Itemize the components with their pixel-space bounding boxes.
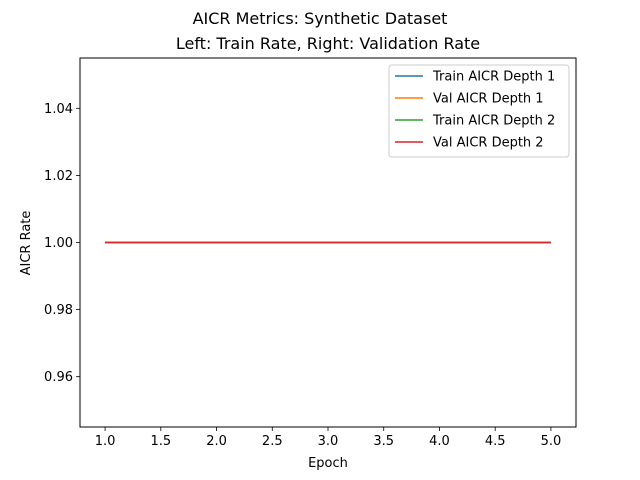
x-tick-label: 2.5 — [262, 434, 283, 449]
x-tick-label: 1.5 — [150, 434, 171, 449]
x-tick-label: 4.0 — [429, 434, 450, 449]
legend-label: Val AICR Depth 1 — [433, 92, 544, 107]
x-tick-label: 2.0 — [206, 434, 227, 449]
legend-box — [388, 64, 570, 158]
x-tick-label: 4.5 — [485, 434, 506, 449]
x-tick-label: 3.0 — [318, 434, 339, 449]
x-tick-label: 5.0 — [541, 434, 562, 449]
y-tick-label: 1.04 — [44, 102, 73, 117]
x-axis-label: Epoch — [308, 456, 348, 471]
chart-title: Left: Train Rate, Right: Validation Rate — [176, 34, 480, 53]
y-tick-label: 1.02 — [44, 169, 73, 184]
chart-suptitle: AICR Metrics: Synthetic Dataset — [193, 9, 448, 28]
y-tick-label: 1.00 — [44, 236, 73, 251]
legend: Train AICR Depth 1 Val AICR Depth 1 Train … — [388, 64, 570, 158]
y-ticks: 0.96 0.98 1.00 1.02 1.04 — [44, 102, 80, 385]
x-tick-label: 3.5 — [373, 434, 394, 449]
x-tick-label: 1.0 — [95, 434, 116, 449]
legend-label: Train AICR Depth 1 — [432, 70, 555, 85]
y-axis-label: AICR Rate — [19, 211, 34, 276]
y-tick-label: 0.98 — [44, 303, 73, 318]
legend-label: Val AICR Depth 2 — [433, 136, 544, 151]
x-ticks: 1.0 1.5 2.0 2.5 3.0 3.5 4.0 4.5 5.0 — [95, 427, 562, 449]
legend-label: Train AICR Depth 2 — [432, 114, 555, 129]
y-tick-label: 0.96 — [44, 370, 73, 385]
